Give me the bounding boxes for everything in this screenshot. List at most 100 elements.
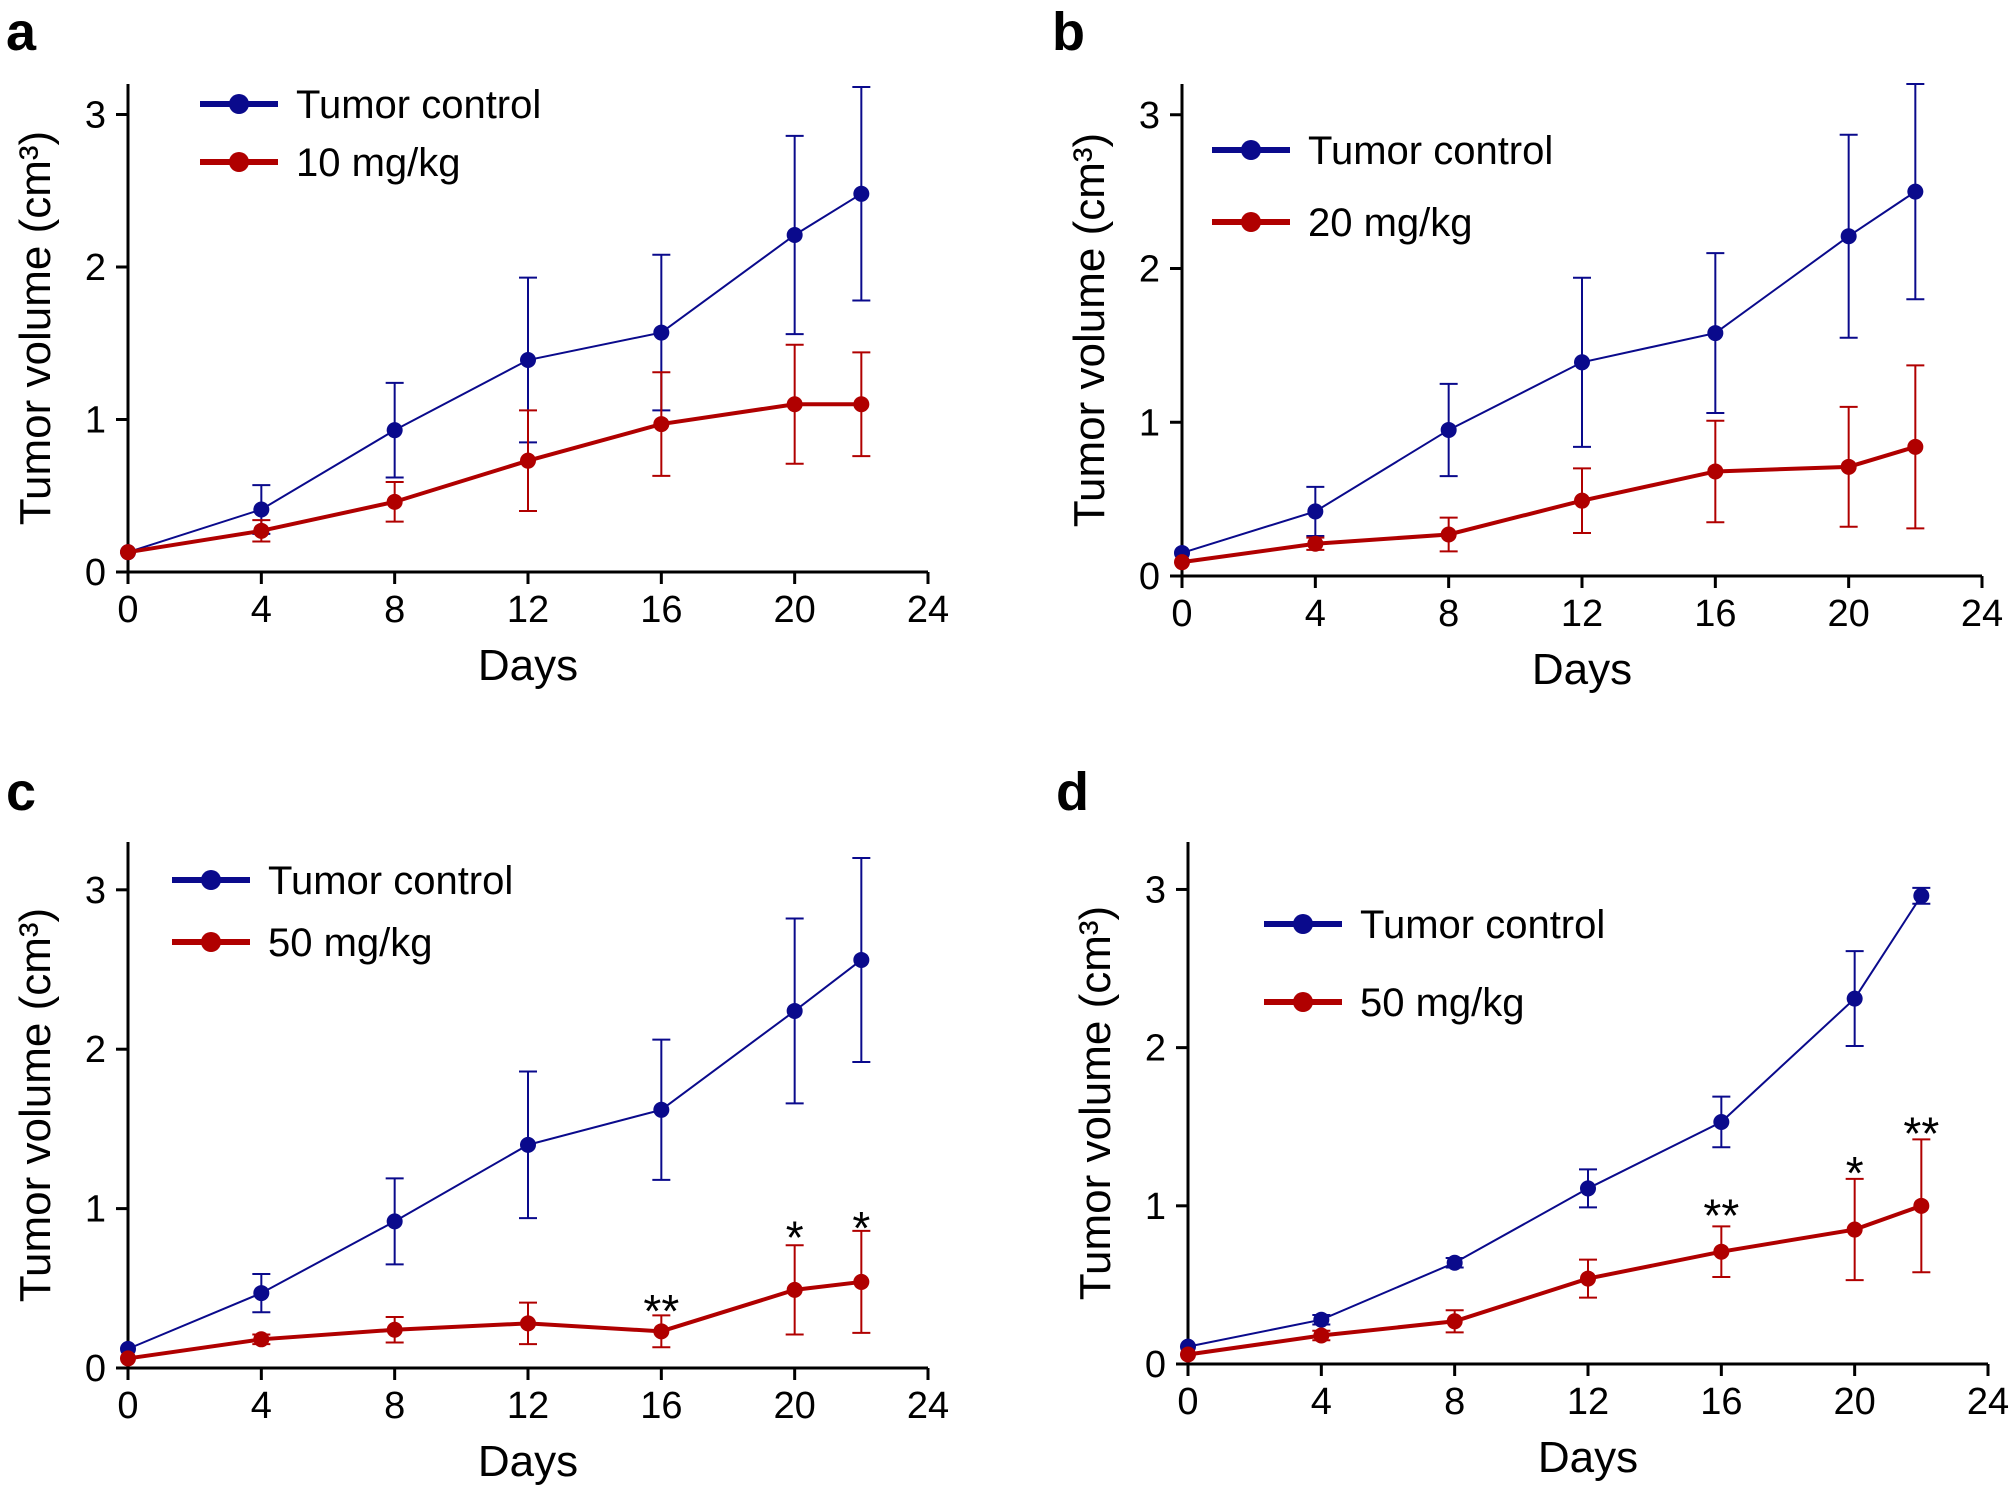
series-tumor-control <box>120 856 871 1357</box>
data-point <box>786 1002 803 1019</box>
x-tick-label: 16 <box>640 1385 682 1427</box>
data-point <box>253 501 270 518</box>
x-axis-title: Days <box>1532 645 1632 694</box>
x-tick-label: 8 <box>1438 593 1459 635</box>
y-tick-label: 2 <box>1139 249 1160 291</box>
series-treated <box>1174 364 1925 571</box>
y-tick-label: 2 <box>1145 1028 1166 1070</box>
data-point <box>653 416 670 433</box>
data-point <box>1307 503 1324 520</box>
significance-marker: ** <box>1703 1190 1739 1242</box>
data-point <box>1707 463 1724 480</box>
data-point <box>386 422 403 439</box>
x-tick-label: 12 <box>507 589 549 631</box>
series-line <box>127 192 862 554</box>
x-tick-label: 20 <box>1828 593 1870 635</box>
x-tick-label: 4 <box>1311 1381 1332 1423</box>
legend: Tumor control 20 mg/kg <box>1212 129 1553 245</box>
x-tick-label: 0 <box>117 1385 138 1427</box>
data-point <box>386 493 403 510</box>
panel-letter: c <box>6 762 36 822</box>
y-tick-label: 3 <box>1145 869 1166 911</box>
legend-swatch-marker <box>1293 914 1313 934</box>
series-treated <box>1180 1138 1931 1363</box>
x-tick-label: 20 <box>1834 1381 1876 1423</box>
y-tick-label: 1 <box>85 400 106 442</box>
series-line <box>127 402 862 555</box>
x-tick-label: 16 <box>640 589 682 631</box>
y-axis-title: Tumor volume (cm³) <box>11 908 60 1302</box>
significance-marker: * <box>786 1212 804 1264</box>
series-treated <box>120 343 871 561</box>
significance-marker: * <box>852 1202 870 1254</box>
legend-swatch-marker <box>229 152 249 172</box>
data-point <box>653 1323 670 1340</box>
series-line <box>1181 444 1916 565</box>
data-point <box>1840 458 1857 475</box>
legend-label: 20 mg/kg <box>1308 201 1473 245</box>
y-axis-title: Tumor volume (cm³) <box>1071 906 1120 1300</box>
legend-label: 50 mg/kg <box>268 921 433 965</box>
data-point <box>786 1281 803 1298</box>
data-point <box>253 1331 270 1348</box>
legend-swatch-marker <box>1241 140 1261 160</box>
data-point <box>1913 1197 1930 1214</box>
x-tick-label: 8 <box>384 589 405 631</box>
series-tumor-control <box>1174 83 1925 561</box>
x-tick-label: 16 <box>1694 593 1736 635</box>
data-point <box>786 396 803 413</box>
data-point <box>1174 554 1190 571</box>
legend-label: Tumor control <box>1360 903 1605 947</box>
panel-letter: a <box>6 2 37 62</box>
x-tick-label: 4 <box>1305 593 1326 635</box>
data-point <box>253 1285 270 1302</box>
y-tick-label: 2 <box>85 1029 106 1071</box>
panel-letter: b <box>1052 2 1085 62</box>
data-point <box>786 226 803 243</box>
series-treated <box>120 1229 871 1367</box>
data-point <box>1907 438 1924 455</box>
y-tick-label: 1 <box>85 1189 106 1231</box>
y-tick-label: 3 <box>85 95 106 137</box>
data-point <box>1580 1270 1596 1287</box>
legend-swatch-marker <box>1241 212 1261 232</box>
data-point <box>1846 1221 1863 1238</box>
series-line <box>1187 895 1923 1348</box>
data-point <box>253 522 270 539</box>
x-tick-label: 24 <box>907 589 949 631</box>
legend-swatch-marker <box>201 870 221 890</box>
x-tick-label: 24 <box>1967 1381 2009 1423</box>
data-point <box>853 1273 870 1290</box>
data-point <box>653 324 670 341</box>
data-point <box>1440 421 1457 438</box>
significance-marker: * <box>1846 1147 1864 1199</box>
data-point <box>120 1350 136 1367</box>
data-point <box>653 1101 670 1118</box>
data-point <box>853 951 870 968</box>
legend-swatch-marker <box>201 932 221 952</box>
x-tick-label: 12 <box>1567 1381 1609 1423</box>
data-point <box>1840 228 1857 245</box>
legend: Tumor control 10 mg/kg <box>200 83 541 185</box>
data-point <box>1313 1311 1330 1328</box>
data-point <box>120 544 136 561</box>
y-tick-label: 3 <box>1139 95 1160 137</box>
data-point <box>1713 1243 1730 1260</box>
x-tick-label: 20 <box>774 589 816 631</box>
data-point <box>853 185 870 202</box>
x-tick-label: 0 <box>1171 593 1192 635</box>
y-tick-label: 0 <box>1145 1344 1166 1386</box>
data-point <box>853 396 870 413</box>
x-tick-label: 24 <box>1961 593 2003 635</box>
x-tick-label: 12 <box>507 1385 549 1427</box>
x-axis-title: Days <box>478 1437 578 1486</box>
legend-label: 10 mg/kg <box>296 141 461 185</box>
data-point <box>1707 325 1724 342</box>
x-axis-title: Days <box>478 641 578 690</box>
x-tick-label: 8 <box>1444 1381 1465 1423</box>
series-line <box>1187 1203 1923 1357</box>
data-point <box>1180 1346 1196 1363</box>
legend-label: Tumor control <box>1308 129 1553 173</box>
